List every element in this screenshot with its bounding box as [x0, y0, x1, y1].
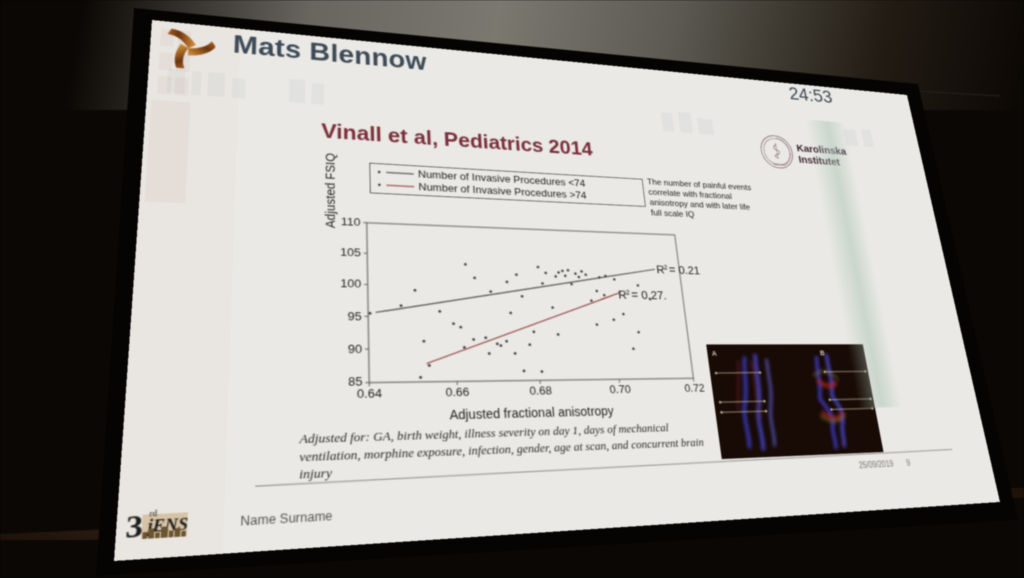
svg-text:0.68: 0.68: [529, 383, 553, 397]
svg-text:= 0.21: = 0.21: [668, 263, 700, 277]
svg-text:2: 2: [625, 288, 630, 297]
svg-text:= 0.27.: = 0.27.: [631, 288, 668, 302]
svg-text:0.66: 0.66: [445, 385, 470, 400]
svg-text:0.70: 0.70: [609, 382, 632, 396]
svg-text:0.72: 0.72: [684, 381, 706, 394]
svg-text:0.64: 0.64: [357, 386, 383, 401]
svg-text:3: 3: [124, 507, 144, 545]
svg-text:105: 105: [340, 245, 361, 259]
svg-text:110: 110: [341, 215, 361, 229]
svg-text:95: 95: [348, 309, 363, 323]
svg-text:B: B: [819, 349, 825, 357]
svg-text:90: 90: [348, 342, 363, 356]
svg-text:100: 100: [340, 277, 361, 291]
svg-text:ANNO 1810: ANNO 1810: [773, 162, 785, 166]
